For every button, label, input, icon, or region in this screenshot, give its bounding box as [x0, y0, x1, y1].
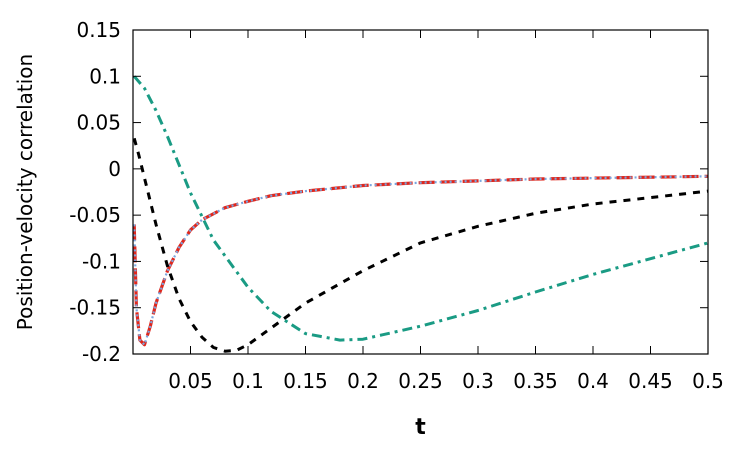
series-layer — [132, 75, 709, 353]
series-line-1 — [132, 174, 709, 347]
x-tick-label: 0.35 — [513, 369, 558, 393]
x-tick-label: 0.3 — [462, 369, 494, 393]
y-tick-label: 0.05 — [76, 111, 121, 135]
x-tick-label: 0.05 — [168, 369, 213, 393]
y-tick-label: -0.05 — [69, 203, 121, 227]
series-line-3 — [132, 137, 709, 353]
x-tick-label: 0.5 — [692, 369, 724, 393]
plot-frame — [132, 29, 709, 355]
y-tick-label: 0.1 — [89, 64, 121, 88]
x-tick-label: 0.1 — [232, 369, 264, 393]
y-tick-label: 0.15 — [76, 18, 121, 42]
y-axis-title: Position-velocity correlation — [13, 54, 37, 330]
x-tick-label: 0.45 — [628, 369, 673, 393]
y-tick-label: -0.1 — [82, 249, 121, 273]
y-tick-label: 0 — [108, 157, 121, 181]
y-tick-label: -0.2 — [82, 342, 121, 366]
y-tick-label: -0.15 — [69, 296, 121, 320]
x-tick-label: 0.2 — [347, 369, 379, 393]
series-line-2 — [133, 175, 709, 346]
tick-layer: 0.15 0.1 0.05 0 -0.05 -0.1 -0.15 -0.2 0.05 0.1 0.1… — [69, 18, 724, 393]
x-tick-label: 0.25 — [398, 369, 443, 393]
x-tick-label: 0.4 — [577, 369, 609, 393]
x-tick-label: 0.15 — [283, 369, 328, 393]
x-axis-title: t — [415, 415, 426, 440]
series-line-4 — [133, 75, 709, 342]
